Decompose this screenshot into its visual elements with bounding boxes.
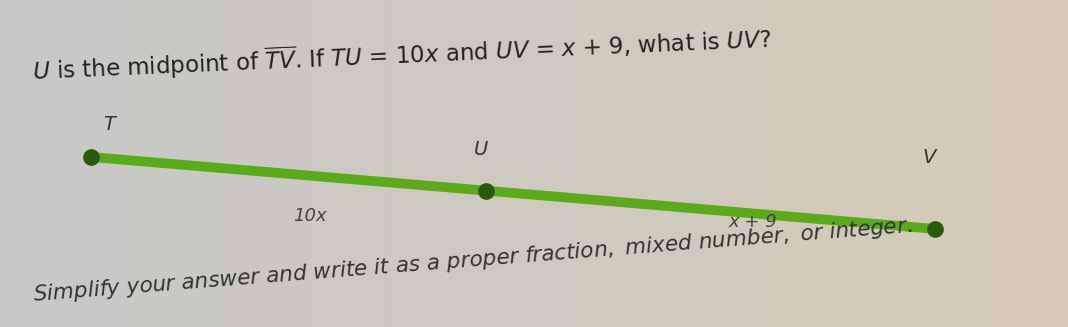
Text: $\it{Simplify\ your\ answer\ and\ write\ it\ as\ a\ proper\ fraction,\ mixed\ nu: $\it{Simplify\ your\ answer\ and\ write\…: [32, 214, 913, 307]
Text: $\it{U}$ is the midpoint of $\overline{\it{TV}}$. If $\it{TU}$ = 10$\it{x}$ and : $\it{U}$ is the midpoint of $\overline{\…: [32, 23, 772, 87]
Text: x + 9: x + 9: [728, 214, 778, 232]
Text: U: U: [473, 140, 488, 159]
Text: 10x: 10x: [293, 207, 327, 225]
Text: T: T: [104, 115, 115, 134]
Text: V: V: [923, 148, 936, 167]
